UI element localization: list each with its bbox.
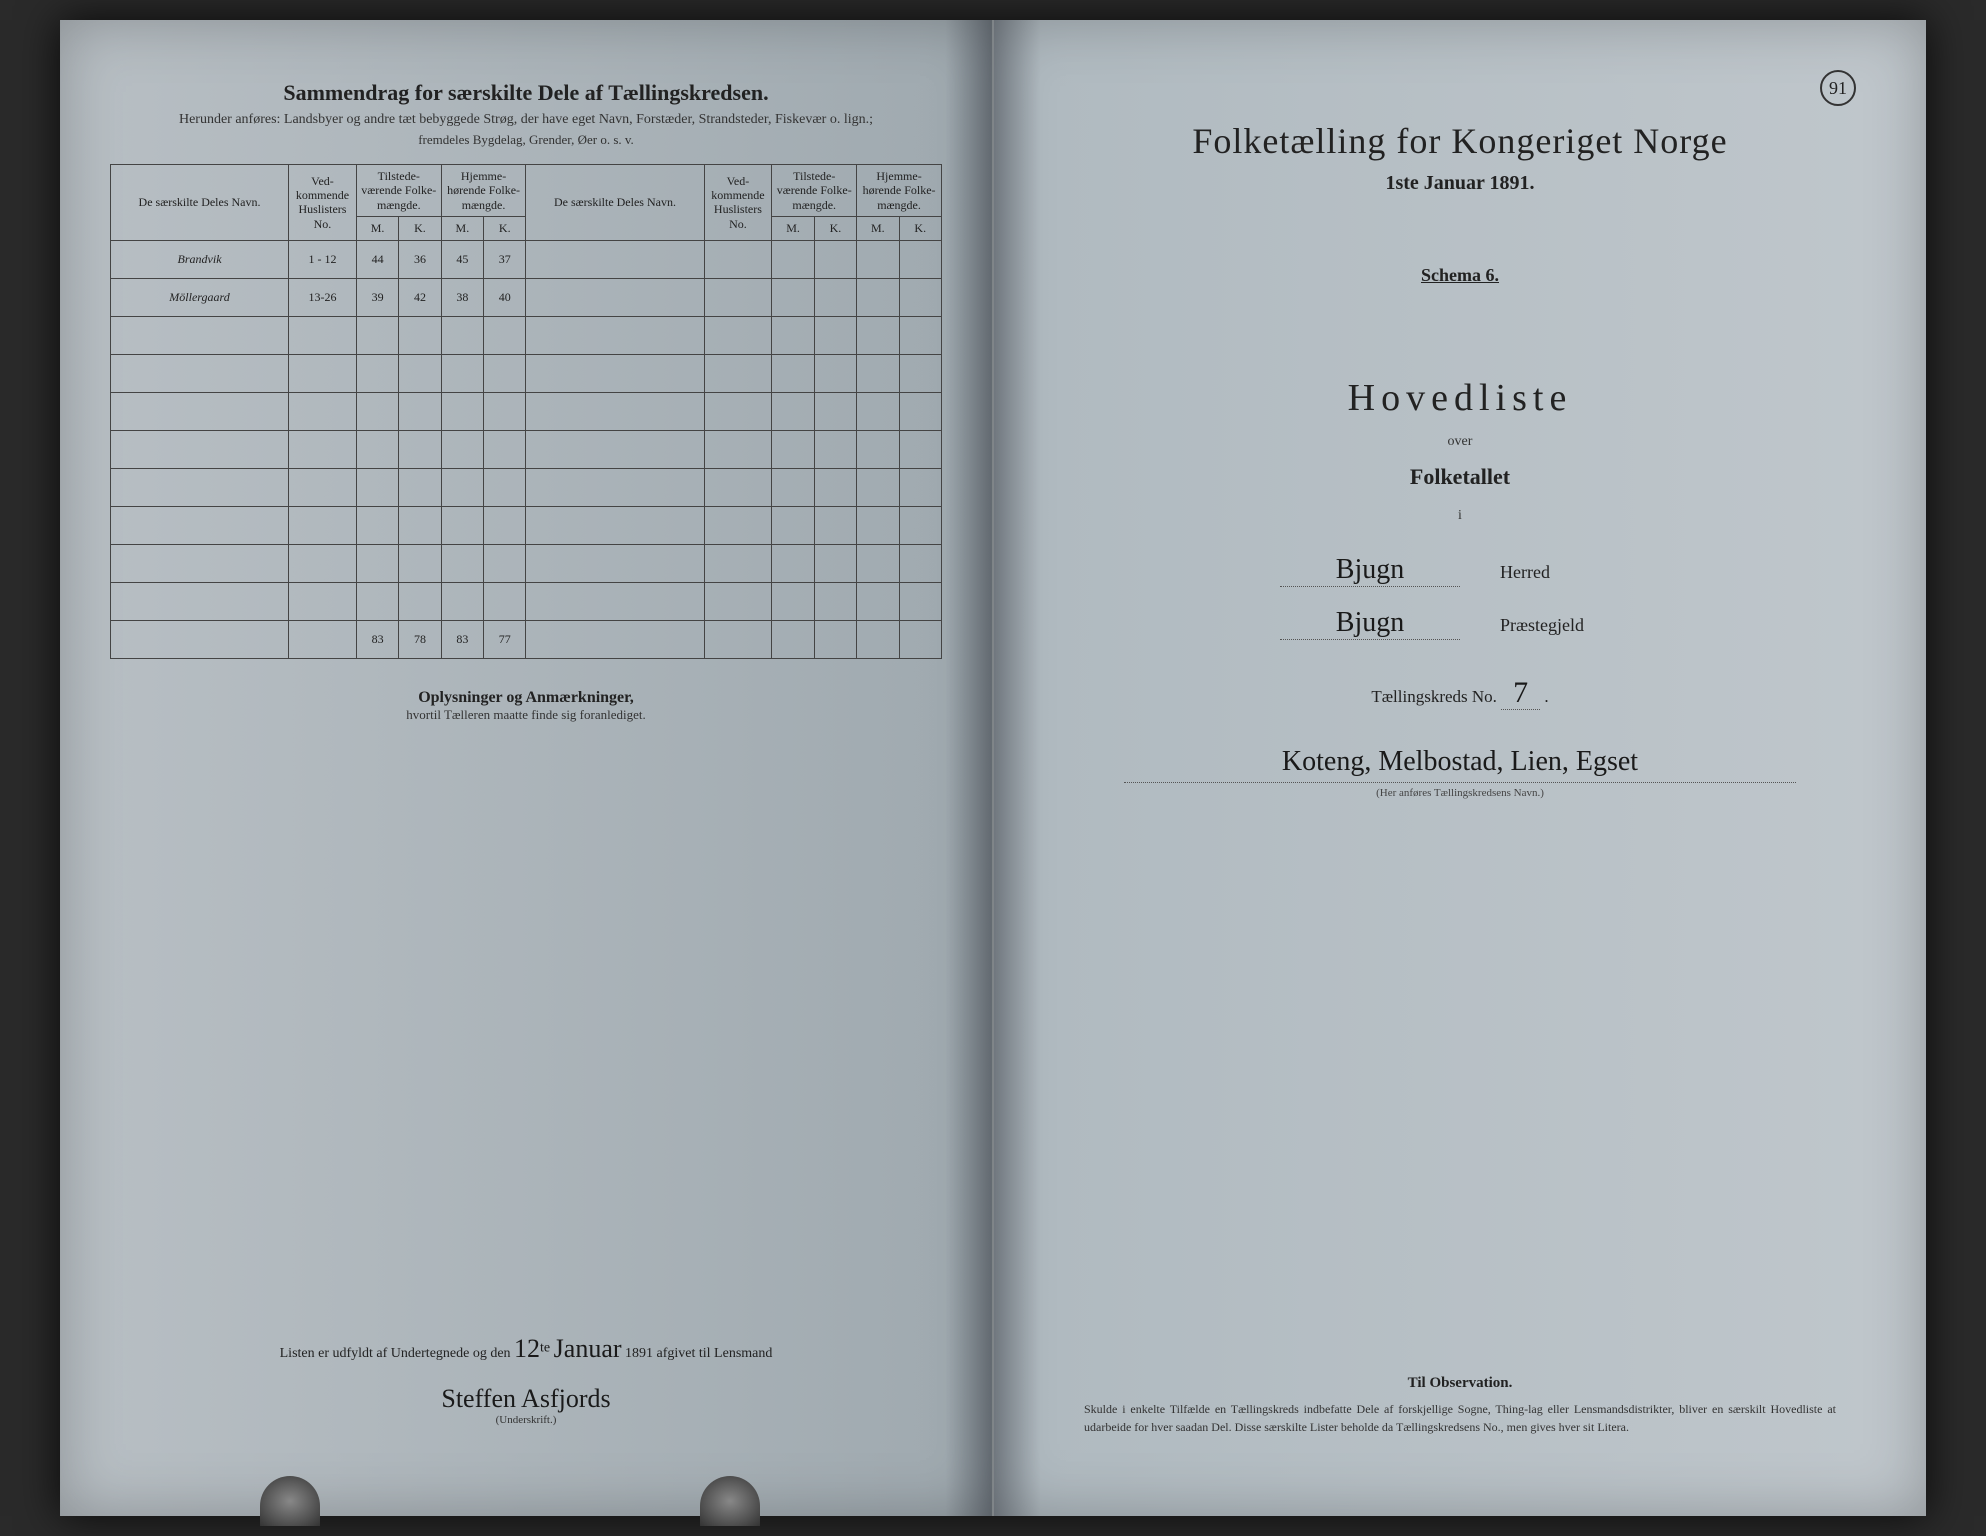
cell-no: 13-26: [289, 278, 357, 316]
hovedliste-heading: Hovedliste: [1044, 376, 1876, 420]
total-tm: 83: [356, 620, 398, 658]
observation-block: Til Observation. Skulde i enkelte Tilfæl…: [1084, 1375, 1836, 1436]
table-body: Brandvik 1 - 12 44 36 45 37 Möllergaard …: [111, 240, 942, 658]
th-tilstede-1: Tilstede-værende Folke-mængde.: [356, 165, 441, 217]
cell-tm: 39: [356, 278, 398, 316]
kreds-name: Koteng, Melbostad, Lien, Egset: [1124, 746, 1796, 783]
kreds-sub: (Her anføres Tællingskredsens Navn.): [1044, 787, 1876, 799]
total-hk: 77: [484, 620, 526, 658]
folketallet-label: Folketallet: [1044, 464, 1876, 490]
cell-no: 1 - 12: [289, 240, 357, 278]
praeste-value: Bjugn: [1280, 607, 1460, 640]
cell-tk: 36: [399, 240, 441, 278]
cell-hk: 40: [484, 278, 526, 316]
table-row: [111, 392, 942, 430]
left-section-title: Sammendrag for særskilte Dele af Tælling…: [110, 80, 942, 106]
th-m: M.: [356, 217, 398, 240]
left-page: Sammendrag for særskilte Dele af Tælling…: [60, 20, 994, 1516]
th-k: K.: [484, 217, 526, 240]
sig-month: Januar: [554, 1334, 622, 1363]
th-tilstede-2: Tilstede-værende Folke-mængde.: [772, 165, 857, 217]
tkreds-label: Tællingskreds No.: [1371, 687, 1497, 706]
cell-hm: 45: [441, 240, 483, 278]
th-m: M.: [857, 217, 899, 240]
th-m: M.: [772, 217, 814, 240]
table-row: [111, 506, 942, 544]
census-date: 1ste Januar 1891.: [1044, 172, 1876, 195]
table-row: [111, 354, 942, 392]
table-row: [111, 316, 942, 354]
fields-block: Bjugn Herred Bjugn Præstegjeld: [1044, 554, 1876, 640]
table-row: [111, 544, 942, 582]
total-hm: 83: [441, 620, 483, 658]
cell-tm: 44: [356, 240, 398, 278]
underskrift-label: (Underskrift.): [110, 1414, 942, 1426]
book-clip-icon: [260, 1476, 320, 1526]
over-label: over: [1044, 434, 1876, 450]
signature-block: Listen er udfyldt af Undertegnede og den…: [110, 1334, 942, 1426]
th-m: M.: [441, 217, 483, 240]
cell-tk: 42: [399, 278, 441, 316]
praeste-label: Præstegjeld: [1500, 615, 1640, 636]
sig-day: 12: [514, 1334, 540, 1363]
th-k: K.: [899, 217, 941, 240]
right-page: 91 Folketælling for Kongeriget Norge 1st…: [994, 20, 1926, 1516]
left-subtitle-1: Herunder anføres: Landsbyer og andre tæt…: [110, 112, 942, 128]
left-subtitle-2: fremdeles Bygdelag, Grender, Øer o. s. v…: [110, 132, 942, 148]
herred-value: Bjugn: [1280, 554, 1460, 587]
herred-row: Bjugn Herred: [1044, 554, 1876, 587]
schema-label: Schema 6.: [1044, 265, 1876, 286]
th-name-1: De særskilte Deles Navn.: [111, 165, 289, 241]
th-name-2: De særskilte Deles Navn.: [526, 165, 704, 241]
totals-row: 83 78 83 77: [111, 620, 942, 658]
census-table: De særskilte Deles Navn. Ved-kommende Hu…: [110, 164, 942, 659]
oplysninger-block: Oplysninger og Anmærkninger, hvortil Tæl…: [110, 689, 942, 723]
book-clip-icon: [700, 1476, 760, 1526]
sig-prefix: Listen er udfyldt af Undertegnede og den: [280, 1346, 511, 1361]
cell-name: Brandvik: [111, 240, 289, 278]
oplys-sub: hvortil Tælleren maatte finde sig foranl…: [110, 707, 942, 723]
obs-text: Skulde i enkelte Tilfælde en Tællingskre…: [1084, 1400, 1836, 1436]
cell-hk: 37: [484, 240, 526, 278]
tkreds-no: 7: [1501, 676, 1540, 710]
total-tk: 78: [399, 620, 441, 658]
table-row: [111, 430, 942, 468]
cell-hm: 38: [441, 278, 483, 316]
obs-title: Til Observation.: [1084, 1375, 1836, 1392]
sig-suffix: 1891 afgivet til Lensmand: [625, 1346, 772, 1361]
tkreds-row: Tællingskreds No. 7 .: [1044, 676, 1876, 710]
herred-label: Herred: [1500, 562, 1640, 583]
i-label: i: [1044, 508, 1876, 524]
table-row: Möllergaard 13-26 39 42 38 40: [111, 278, 942, 316]
th-hjemme-1: Hjemme-hørende Folke-mængde.: [441, 165, 526, 217]
th-k: K.: [814, 217, 856, 240]
page-number: 91: [1820, 70, 1856, 106]
praestegjeld-row: Bjugn Præstegjeld: [1044, 607, 1876, 640]
th-k: K.: [399, 217, 441, 240]
table-row: [111, 468, 942, 506]
open-book: Sammendrag for særskilte Dele af Tælling…: [60, 20, 1926, 1516]
table-row: [111, 582, 942, 620]
cell-name: Möllergaard: [111, 278, 289, 316]
oplys-title: Oplysninger og Anmærkninger,: [110, 689, 942, 707]
signature-hw: Steffen Asfjords: [110, 1384, 942, 1414]
census-title: Folketælling for Kongeriget Norge: [1044, 120, 1876, 162]
table-row: Brandvik 1 - 12 44 36 45 37: [111, 240, 942, 278]
th-no-2: Ved-kommende Huslisters No.: [704, 165, 772, 241]
th-no-1: Ved-kommende Huslisters No.: [289, 165, 357, 241]
th-hjemme-2: Hjemme-hørende Folke-mængde.: [857, 165, 942, 217]
